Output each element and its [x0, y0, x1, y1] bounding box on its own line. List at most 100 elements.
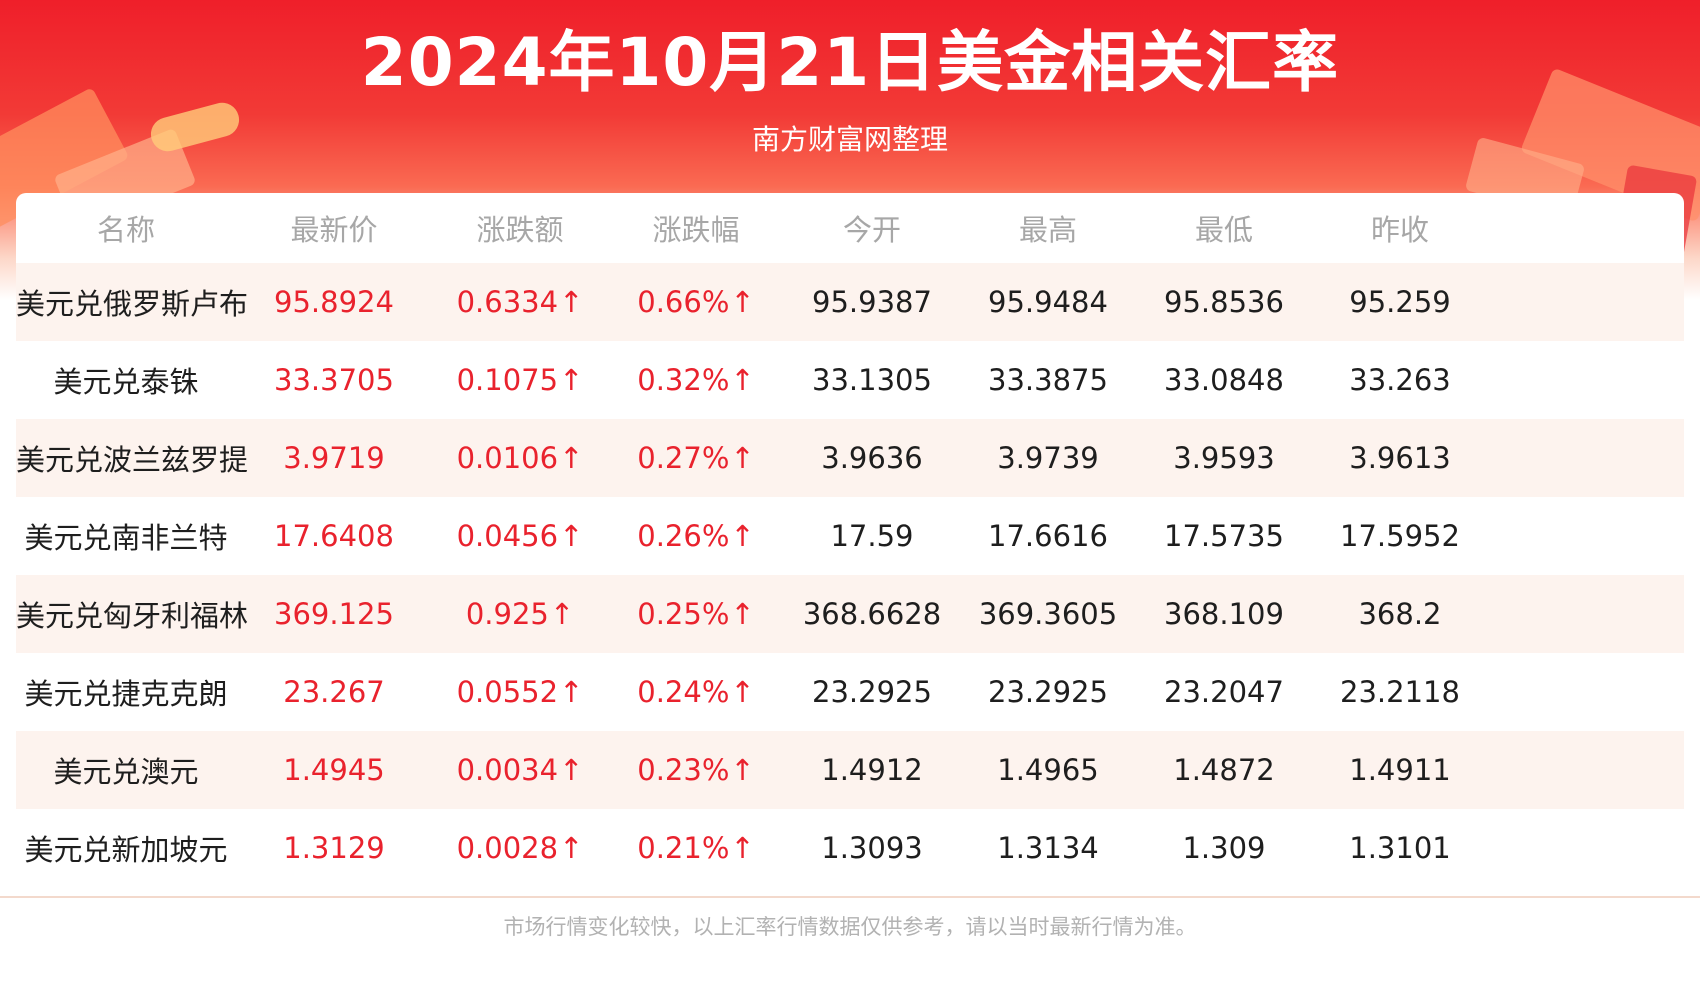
cell-latest-value: 369.125	[274, 597, 394, 631]
cell-open-value: 33.1305	[812, 363, 932, 397]
column-header: 涨跌额	[476, 213, 564, 247]
cell-name: 美元兑新加坡元	[16, 809, 236, 887]
cell-name-value: 美元兑新加坡元	[24, 833, 228, 867]
cell-low: 17.5735	[1136, 497, 1312, 575]
cell-low-value: 95.8536	[1164, 285, 1284, 319]
column-header: 昨收	[1370, 213, 1429, 247]
cell-latest: 95.8924	[236, 263, 432, 341]
cell-open: 23.2925	[784, 653, 960, 731]
cell-low-value: 1.309	[1182, 831, 1266, 865]
up-arrow-icon: ↑	[730, 675, 755, 709]
column-header: 最新价	[290, 213, 378, 247]
cell-low: 1.309	[1136, 809, 1312, 887]
up-arrow-icon: ↑	[730, 441, 755, 475]
table-header-row: 名称 最新价 涨跌额 涨跌幅 今开 最高 最低 昨收	[16, 193, 1684, 263]
cell-latest: 3.9719	[236, 419, 432, 497]
cell-open: 1.3093	[784, 809, 960, 887]
cell-pct: 0.21%↑	[608, 809, 784, 887]
cell-open-value: 1.4912	[821, 753, 923, 787]
cell-pct-value: 0.27%	[637, 441, 730, 475]
cell-pct-value: 0.25%	[637, 597, 730, 631]
cell-change: 0.0106↑	[432, 419, 608, 497]
cell-latest: 23.267	[236, 653, 432, 731]
rates-card: 南方财富网 Southmoney.com 名称 最新价 涨跌额 涨跌幅 今开 最…	[16, 193, 1684, 896]
cell-prev-value: 1.3101	[1349, 831, 1451, 865]
cell-pct-value: 0.66%	[637, 285, 730, 319]
cell-low-value: 368.109	[1164, 597, 1284, 631]
cell-open-value: 23.2925	[812, 675, 932, 709]
cell-high: 3.9739	[960, 419, 1136, 497]
cell-high-value: 3.9739	[997, 441, 1099, 475]
cell-name: 美元兑南非兰特	[16, 497, 236, 575]
page-title: 2024年10月21日美金相关汇率	[360, 24, 1340, 101]
cell-pct: 0.23%↑	[608, 731, 784, 809]
page-subtitle: 南方财富网整理	[751, 123, 948, 156]
table-row: 美元兑澳元 1.4945 0.0034↑ 0.23%↑ 1.4912 1.4965 1.48…	[16, 731, 1684, 809]
cell-change-value: 0.0552	[456, 675, 559, 709]
cell-pct: 0.25%↑	[608, 575, 784, 653]
cell-name-value: 美元兑澳元	[53, 755, 199, 789]
rates-table: 名称 最新价 涨跌额 涨跌幅 今开 最高 最低 昨收 美元兑俄罗斯卢布 95.89…	[16, 193, 1684, 887]
up-arrow-icon: ↑	[730, 831, 755, 865]
cell-latest: 33.3705	[236, 341, 432, 419]
up-arrow-icon: ↑	[559, 441, 584, 475]
cell-high: 1.4965	[960, 731, 1136, 809]
cell-change: 0.0456↑	[432, 497, 608, 575]
cell-open: 368.6628	[784, 575, 960, 653]
table-row: 美元兑新加坡元 1.3129 0.0028↑ 0.21%↑ 1.3093 1.3134 1.…	[16, 809, 1684, 887]
cell-prev: 1.4911	[1312, 731, 1488, 809]
cell-change: 0.0552↑	[432, 653, 608, 731]
cell-high-value: 23.2925	[988, 675, 1108, 709]
cell-prev-value: 95.259	[1349, 285, 1451, 319]
table-row: 美元兑俄罗斯卢布 95.8924 0.6334↑ 0.66%↑ 95.9387 95.94…	[16, 263, 1684, 341]
up-arrow-icon: ↑	[730, 363, 755, 397]
cell-prev: 1.3101	[1312, 809, 1488, 887]
cell-low: 3.9593	[1136, 419, 1312, 497]
cell-high: 17.6616	[960, 497, 1136, 575]
cell-latest-value: 23.267	[283, 675, 385, 709]
cell-change: 0.925↑	[432, 575, 608, 653]
column-header: 名称	[96, 213, 155, 247]
column-header: 最低	[1194, 213, 1253, 247]
cell-low: 33.0848	[1136, 341, 1312, 419]
cell-high: 23.2925	[960, 653, 1136, 731]
cell-pct: 0.26%↑	[608, 497, 784, 575]
cell-open: 33.1305	[784, 341, 960, 419]
cell-pct-value: 0.26%	[637, 519, 730, 553]
table-row: 美元兑捷克克朗 23.267 0.0552↑ 0.24%↑ 23.2925 23.2925…	[16, 653, 1684, 731]
cell-name: 美元兑波兰兹罗提	[16, 419, 248, 497]
cell-high-value: 1.3134	[997, 831, 1099, 865]
cell-latest-value: 1.4945	[283, 753, 385, 787]
cell-prev: 33.263	[1312, 341, 1488, 419]
cell-open-value: 95.9387	[812, 285, 932, 319]
up-arrow-icon: ↑	[559, 831, 584, 865]
cell-low: 368.109	[1136, 575, 1312, 653]
cell-high: 33.3875	[960, 341, 1136, 419]
cell-pct: 0.32%↑	[608, 341, 784, 419]
cell-high: 95.9484	[960, 263, 1136, 341]
cell-prev-value: 23.2118	[1340, 675, 1460, 709]
cell-prev-value: 33.263	[1349, 363, 1451, 397]
cell-low-value: 17.5735	[1164, 519, 1284, 553]
table-row: 美元兑波兰兹罗提 3.9719 0.0106↑ 0.27%↑ 3.9636 3.9739 3…	[16, 419, 1684, 497]
cell-change-value: 0.925	[465, 597, 549, 631]
cell-low: 1.4872	[1136, 731, 1312, 809]
cell-prev-value: 1.4911	[1349, 753, 1451, 787]
cell-high-value: 33.3875	[988, 363, 1108, 397]
column-header: 最高	[1018, 213, 1077, 247]
cell-prev-value: 3.9613	[1349, 441, 1451, 475]
cell-latest-value: 3.9719	[283, 441, 385, 475]
cell-open-value: 1.3093	[821, 831, 923, 865]
up-arrow-icon: ↑	[559, 675, 584, 709]
cell-pct-value: 0.23%	[637, 753, 730, 787]
cell-change: 0.0034↑	[432, 731, 608, 809]
cell-latest-value: 33.3705	[274, 363, 394, 397]
cell-latest: 1.4945	[236, 731, 432, 809]
cell-low-value: 1.4872	[1173, 753, 1275, 787]
cell-high-value: 1.4965	[997, 753, 1099, 787]
cell-change: 0.0028↑	[432, 809, 608, 887]
cell-name-value: 美元兑俄罗斯卢布	[16, 287, 249, 321]
cell-pct: 0.24%↑	[608, 653, 784, 731]
cell-open-value: 368.6628	[802, 597, 942, 631]
cell-name-value: 美元兑波兰兹罗提	[16, 443, 249, 477]
